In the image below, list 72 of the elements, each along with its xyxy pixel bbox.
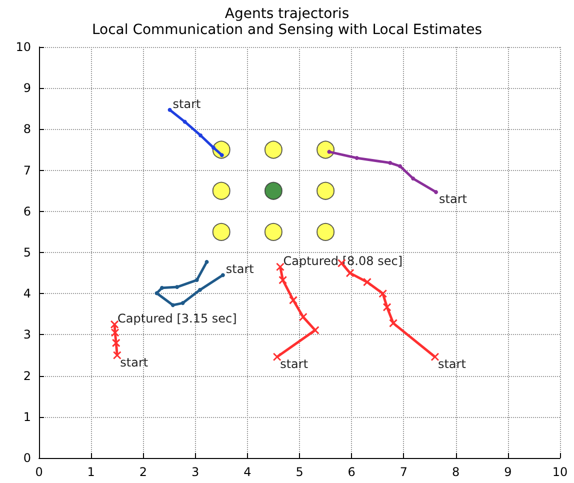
- point: [289, 296, 298, 304]
- annotation: Captured [3.15 sec]: [118, 311, 237, 326]
- point: [389, 318, 398, 328]
- point: [175, 285, 180, 290]
- x-tick-label: 9: [504, 465, 512, 479]
- x-tick-label: 0: [35, 465, 43, 479]
- point: [212, 222, 230, 241]
- annotation: start: [172, 96, 202, 111]
- annotation: Captured [8.08 sec]: [283, 254, 403, 268]
- point: [194, 278, 199, 282]
- point: [160, 286, 164, 290]
- point: [316, 182, 335, 200]
- x-tick-label: 3: [191, 465, 200, 479]
- point: [430, 352, 440, 362]
- y-tick-label: 8: [23, 122, 31, 136]
- chart-title: Agents trajectoris: [224, 6, 350, 22]
- y-tick-label: 5: [23, 246, 31, 260]
- point: [212, 182, 230, 200]
- point: [180, 301, 185, 306]
- y-tick-label: 7: [23, 163, 31, 178]
- point: [198, 133, 203, 138]
- point: [154, 291, 159, 296]
- annotation: start: [439, 192, 468, 206]
- point: [382, 302, 392, 312]
- point: [182, 120, 187, 124]
- point: [346, 268, 354, 278]
- point: [198, 288, 202, 292]
- y-tick-label: 10: [16, 40, 31, 54]
- point: [278, 276, 288, 284]
- point: [220, 153, 224, 158]
- point: [316, 222, 335, 241]
- x-tick-label: 10: [552, 465, 568, 479]
- point: [316, 140, 335, 159]
- point: [212, 146, 216, 150]
- x-tick-label: 4: [244, 465, 252, 479]
- x-tick-label: 7: [400, 465, 408, 479]
- y-tick-label: 6: [23, 204, 31, 218]
- annotation: start: [438, 356, 466, 371]
- x-tick-label: 2: [139, 465, 148, 479]
- point: [168, 108, 172, 112]
- point: [354, 156, 359, 160]
- point: [220, 273, 225, 278]
- y-tick-label: 4: [23, 286, 31, 301]
- point: [298, 312, 308, 322]
- chart-subtitle: Local Communication and Sensing with Local Estimates: [92, 22, 482, 38]
- point: [327, 150, 332, 154]
- point: [170, 303, 175, 308]
- annotation: start: [226, 262, 254, 276]
- point: [264, 182, 282, 200]
- point: [272, 352, 282, 362]
- y-tick-label: 9: [23, 81, 31, 96]
- y-tick-label: 1: [23, 410, 31, 424]
- point: [378, 289, 388, 298]
- y-tick-label: 2: [23, 368, 31, 383]
- point: [398, 164, 402, 168]
- point: [264, 222, 282, 241]
- x-tick-label: 5: [296, 465, 304, 479]
- point: [204, 260, 209, 264]
- point: [112, 351, 122, 360]
- point: [264, 140, 282, 159]
- x-tick-label: 1: [87, 465, 95, 479]
- x-tick-label: 8: [452, 465, 460, 479]
- point: [362, 278, 372, 286]
- x-tick-label: 6: [348, 465, 356, 479]
- point: [411, 176, 416, 181]
- point: [276, 262, 284, 272]
- y-tick-label: 0: [23, 451, 31, 465]
- annotation: start: [280, 356, 308, 371]
- point: [388, 160, 392, 165]
- point: [434, 190, 438, 194]
- annotation: start: [120, 355, 148, 370]
- y-tick-label: 3: [23, 328, 31, 342]
